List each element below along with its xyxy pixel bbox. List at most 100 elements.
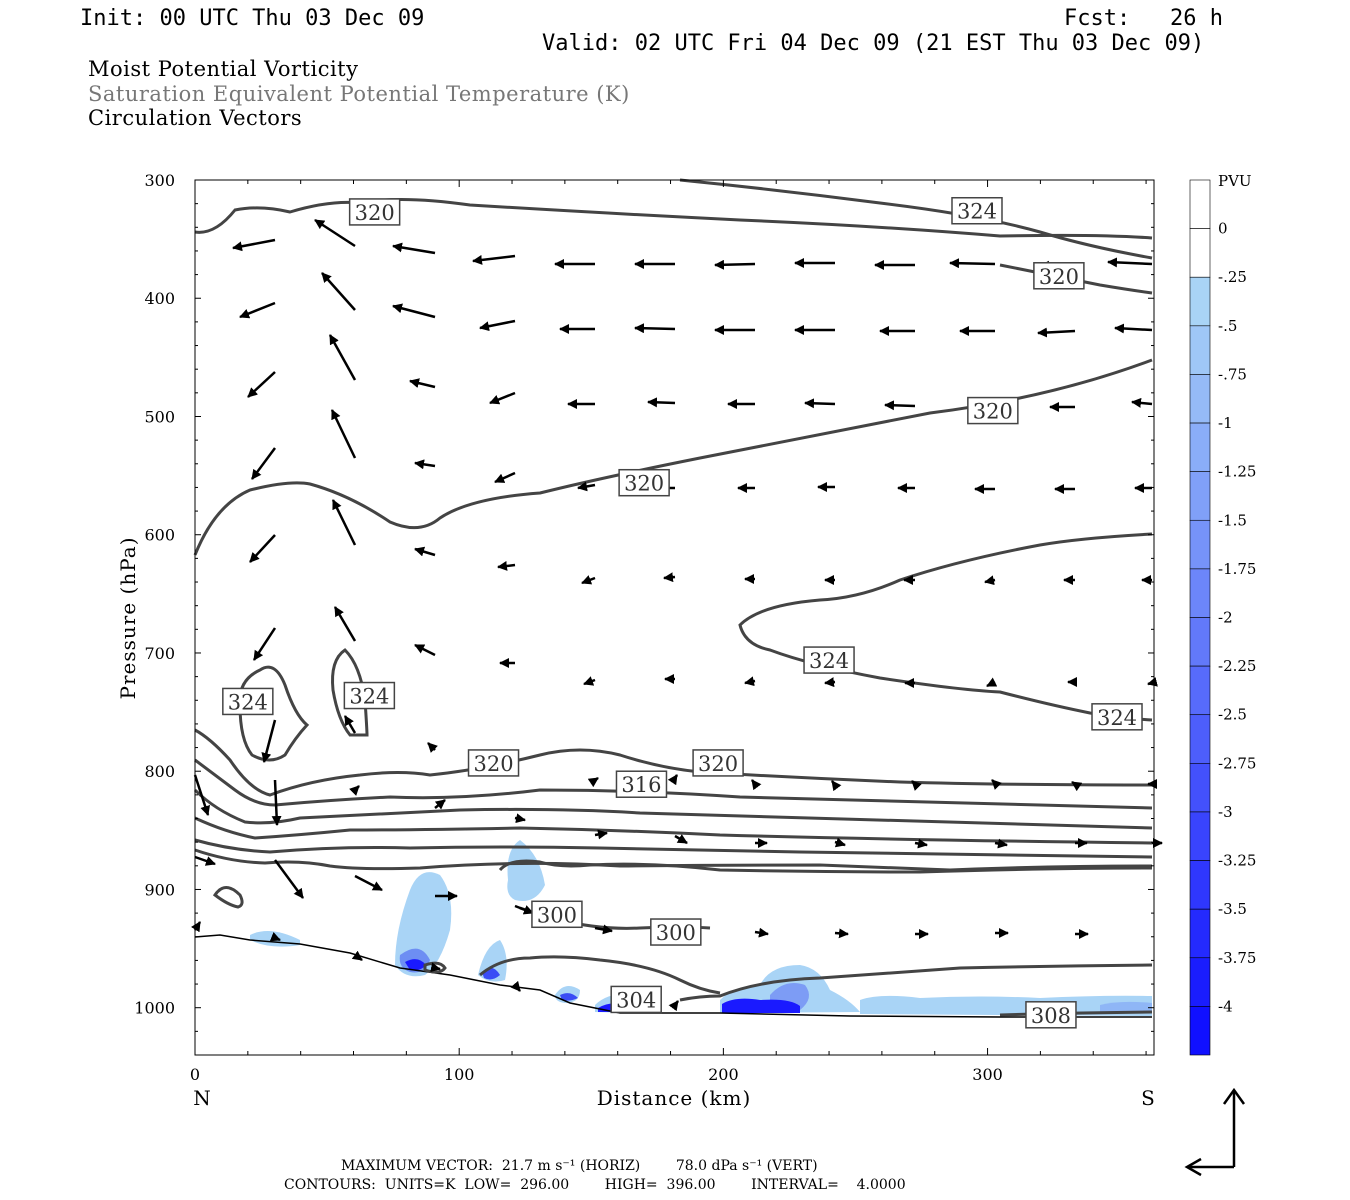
contour-label-text: 324	[957, 200, 997, 224]
contour-label-text: 320	[973, 400, 1013, 424]
colorbar-bin	[1189, 617, 1211, 667]
colorbar-bin	[1189, 422, 1211, 472]
x-tick-label: 300	[972, 1065, 1003, 1084]
colorbar-unit-label: PVU	[1218, 172, 1252, 190]
forecast-hour: Fcst: 26 h	[1064, 6, 1223, 31]
contour-label: 324	[803, 646, 855, 674]
contour-label: 300	[531, 900, 583, 929]
contour-label-box	[467, 749, 520, 777]
colorbar-tick-label: -.5	[1218, 317, 1237, 335]
contours-info-text: CONTOURS: UNITS=K LOW= 296.00 HIGH= 396.…	[284, 1177, 906, 1193]
valid-time: Valid: 02 UTC Fri 04 Dec 09 (21 EST Thu …	[542, 31, 1205, 56]
colorbar-bin	[1189, 519, 1211, 570]
contour-label-text: 324	[1097, 706, 1137, 730]
colorbar-tick-label: -.75	[1218, 365, 1247, 383]
contour-label: 320	[1033, 262, 1085, 290]
max-vector-text: MAXIMUM VECTOR: 21.7 m s⁻¹ (HORIZ) 78.0 …	[341, 1158, 818, 1174]
colorbar-bin	[1189, 908, 1211, 959]
contour-labels: 320 324 320 320 320 324 324 324 324 320 320 316 300 3…	[222, 196, 1143, 1029]
contour-label-text: 324	[349, 685, 389, 709]
colorbar: 0 -.25 -.5 -.75 -1 -1.25 -1.5 -1.75 -2 -2.25 -2.5 -…	[1189, 179, 1256, 1056]
contour-label: 320	[348, 198, 401, 226]
reference-vector	[1184, 1087, 1246, 1177]
contour-label-box	[967, 396, 1019, 425]
contour-label: 320	[692, 749, 744, 777]
y-axis-label: Pressure (hPa)	[116, 537, 140, 700]
contour-label-box	[531, 900, 583, 929]
contour-label-box	[615, 770, 668, 798]
contour-label-box	[692, 749, 744, 777]
title-theta-es: Saturation Equivalent Potential Temperat…	[88, 82, 630, 106]
contour-label-box	[222, 687, 274, 716]
x-tick-label: 0	[190, 1065, 200, 1084]
contour-label: 320	[967, 396, 1019, 425]
colorbar-bin	[1189, 665, 1211, 716]
colorbar-bin	[1189, 763, 1211, 813]
contour-label-text: 320	[624, 472, 664, 496]
y-tick-label: 300	[144, 171, 175, 190]
colorbar-tick-label: -3	[1218, 803, 1233, 821]
colorbar-bin	[1189, 714, 1211, 764]
contour-label-text: 300	[656, 921, 696, 945]
colorbar-tick-label: -4	[1218, 997, 1233, 1015]
colorbar-tick-label: -1.75	[1218, 560, 1256, 578]
x-tick-label: 100	[444, 1065, 475, 1084]
x-right-end-label: S	[1141, 1086, 1155, 1110]
plot-frame	[194, 179, 1155, 1056]
colorbar-tick-label: -2.75	[1218, 754, 1256, 772]
contour-label-text: 308	[1031, 1004, 1071, 1028]
x-left-end-label: N	[193, 1086, 211, 1110]
contour-label-box	[1091, 703, 1143, 731]
contour-label: 300	[650, 918, 702, 946]
terrain-line	[194, 934, 1152, 1018]
contour-label: 324	[222, 687, 274, 716]
circulation-vectors	[190, 218, 1163, 1012]
colorbar-bin	[1189, 860, 1211, 910]
y-tick-label: 500	[144, 407, 175, 426]
contour-label-box	[618, 468, 670, 497]
colorbar-bin	[1189, 276, 1211, 327]
y-tick-label: 600	[144, 526, 175, 545]
contour-label-text: 324	[809, 649, 849, 673]
contour-label-text: 320	[1039, 265, 1079, 289]
theta-contours	[193, 178, 1153, 1017]
contour-label: 324	[1091, 703, 1143, 731]
colorbar-tick-label: -1.25	[1218, 463, 1256, 481]
contour-label-box	[348, 198, 401, 226]
colorbar-bin	[1189, 179, 1211, 229]
contour-label: 320	[467, 749, 520, 777]
y-tick-label: 400	[144, 289, 175, 308]
contour-label-text: 320	[473, 752, 513, 776]
y-tick-label: 900	[144, 880, 175, 899]
colorbar-tick-label: -1.5	[1218, 511, 1247, 529]
contour-label: 316	[615, 770, 668, 798]
contour-label-text: 324	[228, 690, 268, 714]
colorbar-tick-label: -3.75	[1218, 949, 1256, 967]
contour-label-text: 304	[616, 988, 656, 1012]
contour-label-box	[1033, 262, 1085, 290]
contour-label-box	[610, 985, 662, 1014]
contour-label-text: 320	[698, 752, 738, 776]
contour-label: 320	[618, 468, 670, 497]
axes: 300 400 500 600 700 800 900 1000 0 100 200 300	[134, 171, 1154, 1084]
contour-label: 304	[610, 985, 662, 1014]
colorbar-tick-label: -3.5	[1218, 900, 1247, 918]
x-tick-label: 200	[708, 1065, 739, 1084]
colorbar-bin	[1189, 957, 1211, 1007]
y-tick-label: 800	[144, 762, 175, 781]
contour-label-box	[1025, 1001, 1077, 1029]
y-tick-label: 1000	[134, 999, 175, 1018]
colorbar-tick-label: -.25	[1218, 268, 1247, 286]
colorbar-bin	[1189, 325, 1211, 375]
contour-label-box	[803, 646, 855, 674]
colorbar-bin	[1189, 228, 1211, 278]
init-time: Init: 00 UTC Thu 03 Dec 09	[80, 6, 425, 31]
contour-label-box	[951, 196, 1003, 225]
colorbar-tick-label: -3.25	[1218, 852, 1256, 870]
colorbar-bin	[1189, 811, 1211, 861]
title-mpv: Moist Potential Vorticity	[88, 57, 359, 81]
contour-label: 308	[1025, 1001, 1077, 1029]
contour-label-text: 316	[621, 773, 661, 797]
colorbar-bin	[1189, 471, 1211, 521]
